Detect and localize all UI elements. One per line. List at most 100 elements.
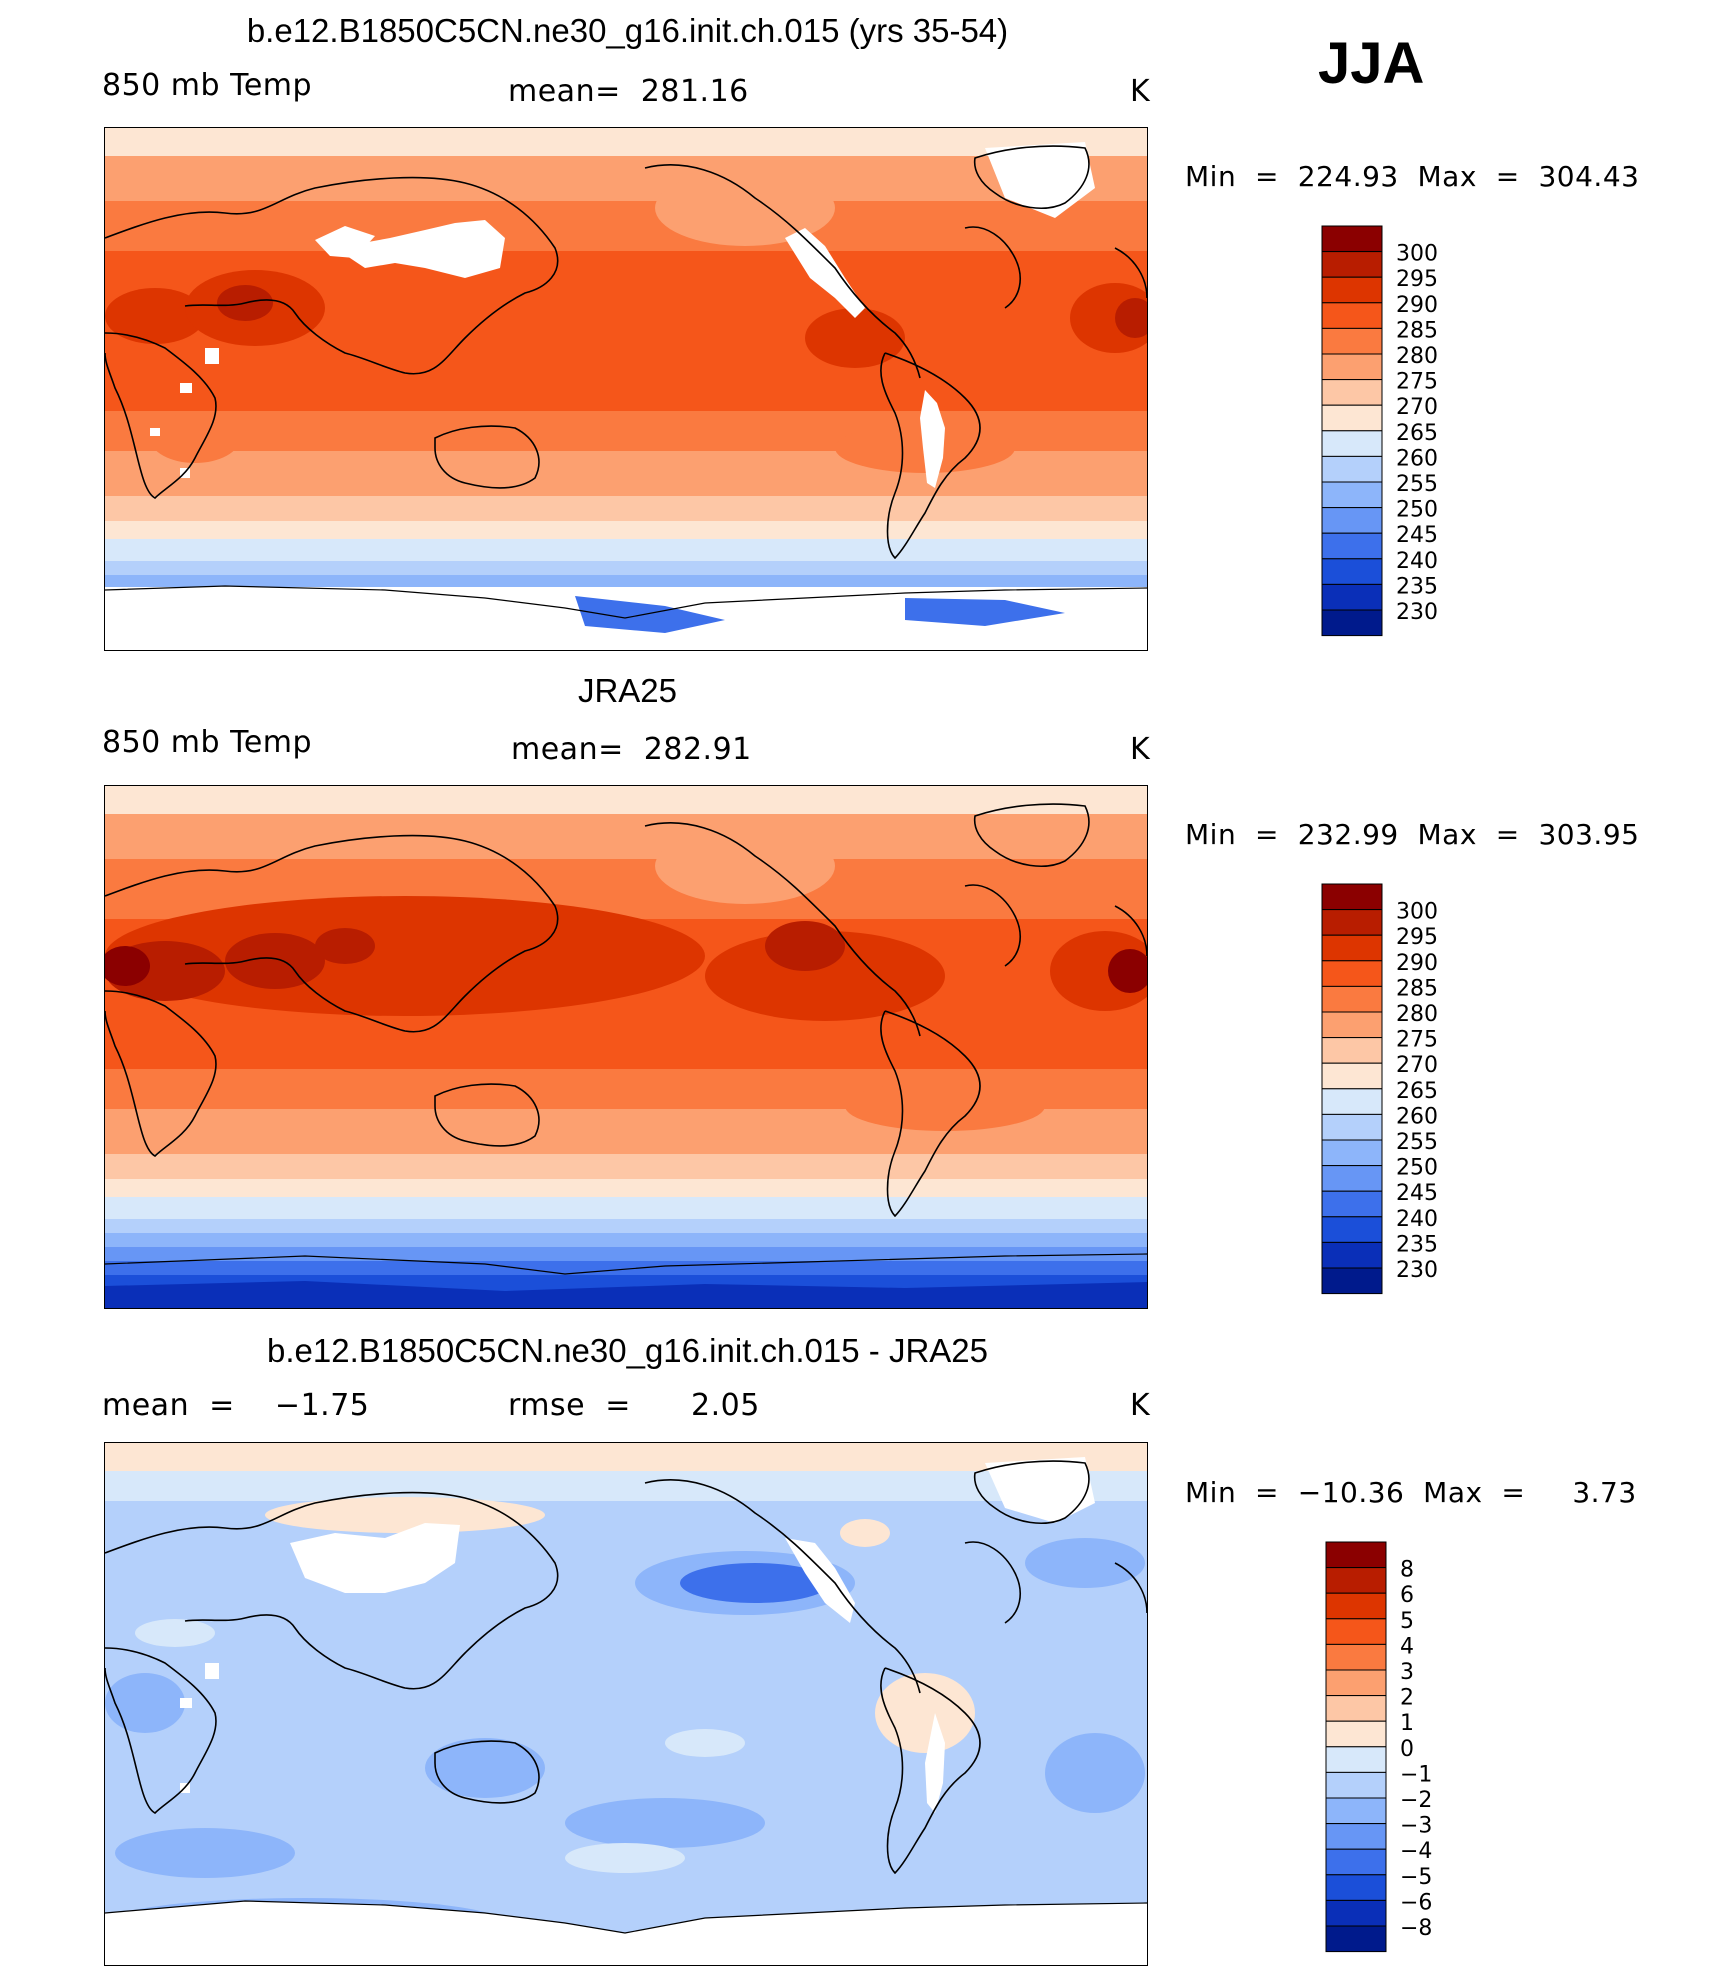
minmax-model: Min = 224.93 Max = 304.43: [1185, 160, 1640, 193]
colorbar-swatch: [1321, 985, 1383, 1013]
colorbar-swatch: [1321, 1165, 1383, 1192]
colorbar-tick-label: 260: [1396, 1104, 1438, 1129]
panel-mean-label-model: mean= 281.16: [508, 74, 749, 109]
colorbar-swatch: [1321, 883, 1383, 911]
colorbar-swatch: [1321, 251, 1383, 278]
map-model-field: [105, 128, 1147, 650]
map-diff-field: [105, 1443, 1147, 1965]
colorbar-swatch: [1321, 532, 1383, 560]
colorbar-swatch: [1321, 455, 1383, 483]
colorbar-tick-label: 6: [1400, 1583, 1414, 1608]
colorbar-swatch: [1321, 558, 1383, 585]
colorbar-tick-label: 265: [1396, 1079, 1438, 1104]
colorbar-tick-label: −3: [1400, 1814, 1432, 1839]
colorbar-swatch: [1321, 1267, 1383, 1295]
colorbar-swatch: [1325, 1899, 1387, 1927]
colorbar-swatch: [1321, 353, 1383, 381]
colorbar-swatch: [1321, 1216, 1383, 1243]
colorbar-swatch: [1325, 1720, 1387, 1748]
panel-units-diff: K: [1130, 1388, 1151, 1423]
colorbar-tick-label: 2: [1400, 1686, 1414, 1711]
colorbar-tick-label: −4: [1400, 1839, 1432, 1864]
colorbar-swatch: [1321, 327, 1383, 355]
colorbar-swatch: [1325, 1797, 1387, 1825]
panel-rmse-label-diff: rmse = 2.05: [508, 1388, 760, 1423]
panel-title-model: b.e12.B1850C5CN.ne30_g16.init.ch.015 (yr…: [246, 12, 1009, 49]
panel-units-model: K: [1130, 74, 1151, 109]
colorbar-swatch: [1321, 909, 1383, 936]
panel-mean-label-obs: mean= 282.91: [511, 732, 752, 767]
colorbar-swatch: [1325, 1771, 1387, 1799]
colorbar-swatch: [1325, 1925, 1387, 1953]
colorbar-tick-label: 1: [1400, 1711, 1414, 1736]
colorbar-swatch: [1321, 507, 1383, 534]
colorbar-swatch: [1321, 276, 1383, 304]
colorbar-tick-label: −6: [1400, 1890, 1432, 1915]
colorbar-swatch: [1321, 1241, 1383, 1269]
colorbar-swatch: [1321, 302, 1383, 329]
colorbar-tick-label: 285: [1396, 318, 1438, 343]
colorbar-tick-label: 8: [1400, 1558, 1414, 1583]
colorbar-tick-label: 235: [1396, 574, 1438, 599]
colorbar-tick-label: 300: [1396, 900, 1438, 925]
map-obs-field: [105, 786, 1147, 1308]
colorbar-swatch: [1325, 1874, 1387, 1901]
colorbar-swatch: [1321, 379, 1383, 406]
minmax-diff: Min = −10.36 Max = 3.73: [1185, 1476, 1637, 1509]
map-obs: [104, 785, 1148, 1309]
colorbar-tick-label: 270: [1396, 395, 1438, 420]
colorbar-swatch: [1321, 934, 1383, 962]
colorbar-tick-label: 275: [1396, 370, 1438, 395]
colorbar-tick-label: −5: [1400, 1865, 1432, 1890]
colorbar-swatch: [1321, 1088, 1383, 1115]
colorbar-swatch: [1325, 1848, 1387, 1876]
colorbar-swatch: [1325, 1643, 1387, 1671]
colorbar-tick-label: 240: [1396, 1207, 1438, 1232]
colorbar-swatch: [1325, 1669, 1387, 1697]
colorbar-swatch: [1325, 1618, 1387, 1645]
colorbar-tick-label: 275: [1396, 1028, 1438, 1053]
panel-left-label-obs: 850 mb Temp: [102, 725, 313, 760]
colorbar-swatch: [1321, 583, 1383, 611]
colorbar-swatch: [1321, 1011, 1383, 1039]
colorbar-tick-label: 285: [1396, 976, 1438, 1001]
panel-mean-label-diff: mean = −1.75: [102, 1388, 370, 1423]
colorbar-tick-label: −1: [1400, 1762, 1432, 1787]
panel-left-label-model: 850 mb Temp: [102, 68, 313, 103]
colorbar-tick-label: 245: [1396, 523, 1438, 548]
colorbar-tick-label: −2: [1400, 1788, 1432, 1813]
colorbar-tick-label: 240: [1396, 549, 1438, 574]
colorbar-tick-label: 290: [1396, 951, 1438, 976]
colorbar-swatch: [1321, 481, 1383, 509]
colorbar-swatch: [1325, 1592, 1387, 1620]
colorbar-swatch: [1325, 1746, 1387, 1773]
colorbar-swatch: [1321, 960, 1383, 987]
panel-title-diff: b.e12.B1850C5CN.ne30_g16.init.ch.015 - J…: [267, 1332, 988, 1369]
colorbar-tick-label: 265: [1396, 421, 1438, 446]
colorbar-tick-label: 4: [1400, 1634, 1414, 1659]
colorbar-tick-label: 230: [1396, 1258, 1438, 1283]
colorbar-tick-label: 245: [1396, 1181, 1438, 1206]
map-diff: [104, 1442, 1148, 1966]
colorbar-swatch: [1321, 225, 1383, 253]
colorbar-tick-label: −8: [1400, 1916, 1432, 1941]
minmax-obs: Min = 232.99 Max = 303.95: [1185, 818, 1640, 851]
colorbar-swatch: [1321, 609, 1383, 637]
colorbar-tick-label: 3: [1400, 1660, 1414, 1685]
panel-units-obs: K: [1130, 732, 1151, 767]
colorbar-tick-label: 260: [1396, 446, 1438, 471]
colorbar-tick-label: 0: [1400, 1737, 1414, 1762]
colorbar-tick-label: 270: [1396, 1053, 1438, 1078]
colorbar-tick-label: 255: [1396, 1130, 1438, 1155]
colorbar-model: 3002952902852802752702652602552502452402…: [1321, 225, 1438, 637]
colorbar-tick-label: 280: [1396, 1002, 1438, 1027]
colorbar-swatch: [1321, 404, 1383, 432]
colorbar-obs: 3002952902852802752702652602552502452402…: [1321, 883, 1438, 1295]
colorbar-swatch: [1325, 1567, 1387, 1594]
colorbar-tick-label: 295: [1396, 267, 1438, 292]
colorbar-swatch: [1325, 1823, 1387, 1850]
colorbar-tick-label: 230: [1396, 600, 1438, 625]
colorbar-tick-label: 300: [1396, 242, 1438, 267]
